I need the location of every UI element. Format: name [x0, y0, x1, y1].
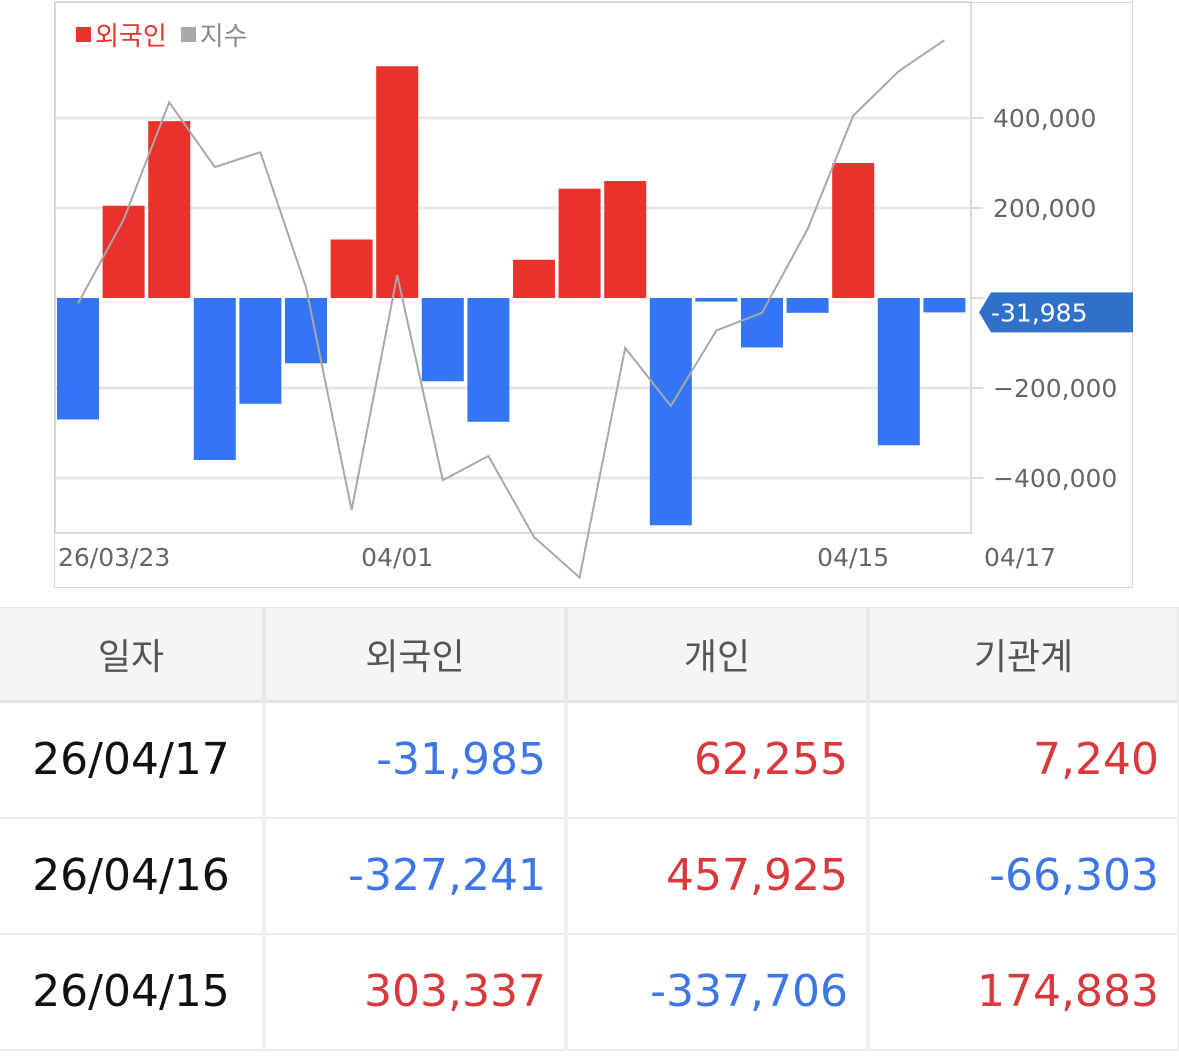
foreign-net-buy-chart: 400,000 200,000 −200,000 −400,000 26/03/23 04…	[54, 1, 1133, 580]
index-line	[77, 39, 945, 580]
cell-date: 26/04/17	[0, 701, 266, 819]
cell-institution: -66,303	[868, 817, 1179, 935]
bar	[421, 298, 464, 382]
header-individual[interactable]: 개인	[566, 607, 870, 703]
cell-individual: 457,925	[566, 817, 870, 935]
table-row[interactable]: 26/04/16 -327,241 457,925 -66,303	[0, 817, 1179, 935]
cell-institution: 7,240	[868, 701, 1179, 819]
bar	[285, 298, 327, 364]
header-foreign[interactable]: 외국인	[264, 607, 568, 703]
plot-area-border	[54, 1, 972, 534]
cell-institution: 174,883	[868, 933, 1179, 1051]
x-tick-label: 04/01	[361, 543, 433, 572]
legend-foreign-label: 외국인	[95, 22, 167, 52]
bar	[193, 298, 236, 460]
chart-legend: 외국인 지수	[76, 16, 258, 53]
table-row[interactable]: 26/04/17 -31,985 62,255 7,240	[0, 701, 1179, 819]
bar	[148, 121, 191, 299]
last-value-label: -31,985	[991, 298, 1088, 327]
bar	[695, 298, 738, 302]
legend-foreign-swatch	[76, 27, 91, 42]
table-header-row: 일자 외국인 개인 기관계	[0, 607, 1179, 703]
header-date[interactable]: 일자	[0, 607, 266, 703]
cell-date: 26/04/16	[0, 817, 266, 935]
bar	[376, 66, 419, 298]
legend-index: 지수	[180, 16, 248, 53]
y-tick-label: −400,000	[993, 464, 1117, 493]
last-value-badge	[979, 292, 1133, 333]
cell-date: 26/04/15	[0, 933, 266, 1051]
y-tick-label: −200,000	[993, 374, 1117, 403]
bar	[239, 298, 282, 404]
x-tick-label: 04/15	[817, 543, 889, 572]
bar	[923, 298, 966, 313]
bar	[604, 181, 647, 298]
header-institution[interactable]: 기관계	[868, 607, 1179, 703]
cell-foreign: 303,337	[264, 933, 568, 1051]
legend-index-label: 지수	[199, 22, 248, 52]
y-tick-label: 200,000	[993, 194, 1096, 223]
bar	[786, 298, 829, 313]
bar	[330, 239, 373, 298]
bar	[877, 298, 920, 446]
cell-foreign: -327,241	[264, 817, 568, 935]
legend-index-swatch	[180, 27, 196, 42]
cell-individual: 62,255	[566, 701, 870, 819]
cell-individual: -337,706	[566, 933, 870, 1051]
bar	[649, 298, 692, 526]
bar	[467, 298, 510, 422]
x-tick-label: 26/03/23	[58, 543, 170, 572]
bar	[558, 188, 601, 298]
cell-foreign: -31,985	[264, 701, 568, 819]
bar	[513, 259, 555, 298]
bar	[57, 298, 99, 420]
legend-foreign: 외국인	[76, 16, 167, 53]
investor-trade-table: 일자 외국인 개인 기관계 26/04/17 -31,985 62,255 7,240…	[0, 607, 1179, 1051]
bar	[741, 298, 783, 348]
bar	[832, 163, 875, 298]
table-row[interactable]: 26/04/15 303,337 -337,706 174,883	[0, 933, 1179, 1051]
x-tick-label: 04/17	[984, 543, 1056, 572]
y-tick-label: 400,000	[993, 104, 1096, 133]
